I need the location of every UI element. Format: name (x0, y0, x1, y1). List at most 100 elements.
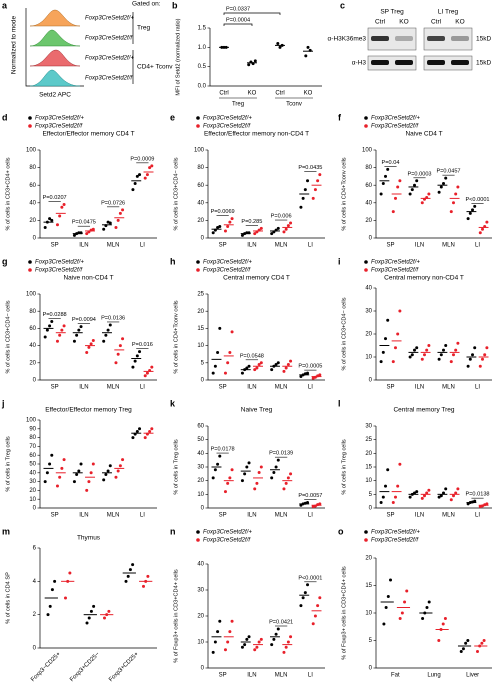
point (303, 188, 307, 192)
y-tick-label: 20 (29, 360, 36, 366)
legend-marker (196, 124, 200, 128)
point (257, 640, 261, 644)
point (253, 487, 257, 491)
point (270, 232, 274, 236)
y-tick-label: 0 (369, 506, 373, 512)
p-value: P=0.0004 (226, 17, 250, 23)
point (58, 214, 62, 218)
gated-label: Gated on: (132, 1, 161, 8)
point (259, 465, 263, 469)
point (270, 476, 274, 480)
legend-label: Foxp3CreSetd2f/+ (371, 260, 420, 266)
panel-letter: d (2, 112, 8, 122)
panel-title: Central memory CD4 T (223, 275, 290, 282)
point (58, 475, 62, 479)
panel-title: Naive non-CD4 T (63, 275, 113, 282)
bracket (223, 12, 281, 15)
point (50, 453, 54, 457)
point (270, 368, 274, 372)
x-tick-label: ILN (247, 243, 256, 249)
point (413, 491, 417, 495)
panel-a: a Normalized to mode Setd2 APC Foxp3CreS… (2, 0, 173, 98)
x-tick-label: LI (140, 513, 145, 519)
y-tick-label: 15 (365, 583, 372, 589)
legend-label: Foxp3CreSetd2f/f (203, 268, 251, 274)
point (485, 220, 489, 224)
point (398, 462, 402, 466)
panel-letter: l (338, 398, 341, 408)
point (318, 173, 322, 177)
x-tick-label: LI (140, 385, 145, 391)
point (245, 366, 249, 370)
y-tick-label: 0 (201, 378, 205, 384)
p-value: P=0.0005 (298, 364, 322, 370)
y-tick-label: 10 (29, 497, 36, 503)
legend-label: Foxp3CreSetd2f/f (371, 538, 419, 544)
y-tick-label: 60 (197, 183, 204, 189)
point (230, 330, 234, 334)
point (138, 173, 142, 177)
point (270, 643, 274, 647)
point (427, 600, 431, 604)
point (91, 227, 95, 231)
y-tick-label: 70 (29, 444, 36, 450)
point (62, 458, 66, 462)
group-label: Tconv (286, 102, 302, 108)
legend-label: Foxp3CreSetd2f/f (371, 268, 419, 274)
panel-letter: c (340, 0, 345, 10)
point (89, 471, 93, 475)
y-label: MFI of Setd2 (normalized ratio) (175, 18, 181, 95)
point (272, 470, 276, 474)
point (72, 480, 76, 484)
histogram (29, 29, 81, 47)
band (451, 36, 469, 41)
y-tick-label: 40 (365, 286, 372, 292)
y-tick-label: 15 (365, 465, 372, 471)
point (60, 466, 64, 470)
y-tick-label: 4 (33, 579, 37, 585)
point (218, 619, 222, 623)
point (473, 346, 477, 350)
x-tick-label: SP (386, 385, 394, 391)
point (79, 325, 83, 329)
point (443, 617, 447, 620)
point (228, 630, 232, 634)
row-label: α-H3K36me3 (328, 36, 367, 43)
point (398, 179, 402, 183)
point (427, 192, 431, 196)
y-tick-label: 20 (29, 218, 36, 224)
point (138, 350, 142, 354)
p-value: P=0.0178 (211, 447, 235, 453)
point (43, 335, 47, 339)
x-tick-label: SP (51, 513, 59, 519)
x-tick-label: LI (140, 243, 145, 249)
y-label: Normalized to mode (11, 16, 18, 75)
lane-label: KO (455, 19, 464, 26)
y-tick-label: 80 (365, 165, 372, 171)
point (421, 617, 425, 620)
point (143, 374, 147, 378)
point (289, 635, 293, 639)
point (50, 588, 54, 592)
y-tick-label: 40 (197, 562, 204, 568)
point (276, 458, 280, 462)
point (274, 363, 278, 367)
point (464, 641, 468, 645)
point (444, 487, 448, 491)
point (213, 468, 217, 472)
y-tick-label: 0 (369, 378, 373, 384)
point (213, 364, 217, 368)
point (118, 344, 122, 348)
point (216, 462, 220, 466)
point (393, 495, 397, 499)
point (301, 196, 305, 200)
point (89, 609, 93, 613)
x-tick-label: ILN (247, 513, 256, 519)
point (478, 364, 482, 368)
y-tick-label: 40 (29, 200, 36, 206)
y-label: % of cells in CD4+Tconv cells (173, 300, 179, 373)
point (415, 346, 419, 350)
y-tick-label: 20 (197, 309, 204, 315)
y-tick-label: 100 (26, 292, 37, 298)
